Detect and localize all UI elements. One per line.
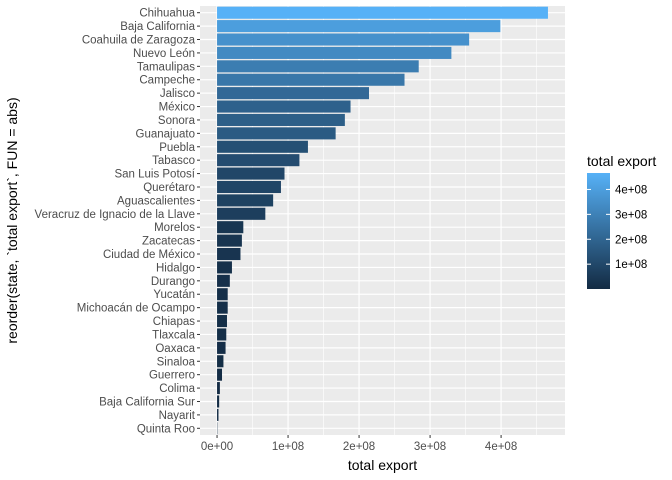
bar: [217, 341, 226, 354]
bar: [217, 100, 351, 113]
bar: [217, 368, 223, 381]
y-tick-label: Nayarit: [159, 410, 196, 422]
x-tick-label: 4e+08: [485, 441, 517, 453]
legend-tick-label: 4e+08: [615, 184, 647, 196]
legend-colorbar: [587, 173, 610, 289]
y-tick-label: Nuevo León: [133, 48, 195, 60]
y-tick-label: Sonora: [158, 115, 196, 127]
y-tick-label: Baja California Sur: [99, 396, 195, 408]
bar: [217, 194, 274, 207]
y-tick-label: Chiapas: [153, 316, 195, 328]
bar: [217, 127, 336, 140]
bar: [217, 221, 244, 234]
bar: [217, 60, 419, 73]
bar: [217, 288, 228, 301]
bar: [217, 87, 370, 100]
y-tick-label: Querétaro: [143, 182, 195, 194]
y-tick-label: México: [159, 102, 195, 114]
x-tick-label: 2e+08: [343, 441, 375, 453]
bar: [217, 207, 266, 220]
x-tick-label: 3e+08: [414, 441, 446, 453]
bar: [217, 408, 219, 421]
y-tick-label: Tamaulipas: [137, 61, 195, 73]
y-tick-label: Veracruz de Ignacio de la Llave: [35, 209, 195, 221]
bar: [217, 261, 232, 274]
legend-ticks: 1e+08 2e+08 3e+08 4e+08: [587, 184, 647, 271]
bar: [217, 167, 285, 180]
y-tick-label: Michoacán de Ocampo: [77, 303, 195, 315]
y-tick-label: Sinaloa: [157, 356, 196, 368]
bar: [217, 46, 452, 59]
y-tick-label: Oaxaca: [155, 343, 195, 355]
legend-tick-label: 1e+08: [615, 259, 647, 271]
y-tick-label: Baja California: [120, 21, 195, 33]
x-axis-tick-labels: 0e+00 1e+08 2e+08 3e+08 4e+08: [201, 435, 517, 453]
bar: [217, 382, 220, 395]
bar: [217, 140, 308, 153]
legend-title: total export: [587, 153, 656, 169]
y-tick-label: Guerrero: [149, 370, 195, 382]
bar: [217, 113, 345, 126]
y-tick-label: Durango: [151, 276, 195, 288]
x-tick-label: 1e+08: [272, 441, 304, 453]
bars: [217, 6, 548, 435]
y-tick-label: San Luis Potosí: [114, 169, 195, 181]
color-legend: total export 1e+08 2e+08 3e+08 4e+08: [587, 153, 656, 289]
y-tick-label: Campeche: [139, 75, 195, 87]
y-tick-label: Tabasco: [152, 155, 195, 167]
bar: [217, 274, 230, 287]
bar: [217, 247, 241, 261]
y-tick-label: Coahuila de Zaragoza: [82, 35, 196, 47]
y-tick-label: Morelos: [154, 222, 195, 234]
bar: [217, 395, 220, 408]
bar: [217, 328, 227, 341]
y-tick-label: Yucatán: [153, 289, 195, 301]
bar: [217, 33, 470, 46]
y-axis-label: reorder(state, `total export`, FUN = abs…: [4, 97, 20, 343]
y-tick-label: Zacatecas: [142, 236, 195, 248]
y-tick-label: Puebla: [159, 142, 195, 154]
bar: [217, 234, 242, 247]
bar: [217, 180, 281, 194]
y-tick-label: Chihuahua: [139, 8, 195, 20]
x-tick-label: 0e+00: [201, 441, 233, 453]
y-tick-label: Hidalgo: [156, 262, 195, 274]
y-tick-label: Ciudad de México: [103, 249, 195, 261]
y-tick-label: Jalisco: [160, 88, 195, 100]
x-axis-label: total export: [348, 457, 417, 473]
y-tick-label: Tlaxcala: [152, 329, 195, 341]
bar: [217, 154, 300, 167]
y-tick-label: Quinta Roo: [137, 423, 195, 435]
y-tick-label: Guanajuato: [136, 128, 195, 140]
bar: [217, 6, 548, 19]
bar: [217, 301, 228, 314]
y-tick-label: Aguascalientes: [117, 195, 195, 207]
bar: [217, 20, 501, 33]
y-tick-label: Colima: [159, 383, 195, 395]
bar: [217, 355, 224, 368]
legend-tick-label: 2e+08: [615, 234, 647, 246]
bar: [217, 73, 405, 86]
bar: [217, 315, 227, 328]
legend-tick-label: 3e+08: [615, 209, 647, 221]
